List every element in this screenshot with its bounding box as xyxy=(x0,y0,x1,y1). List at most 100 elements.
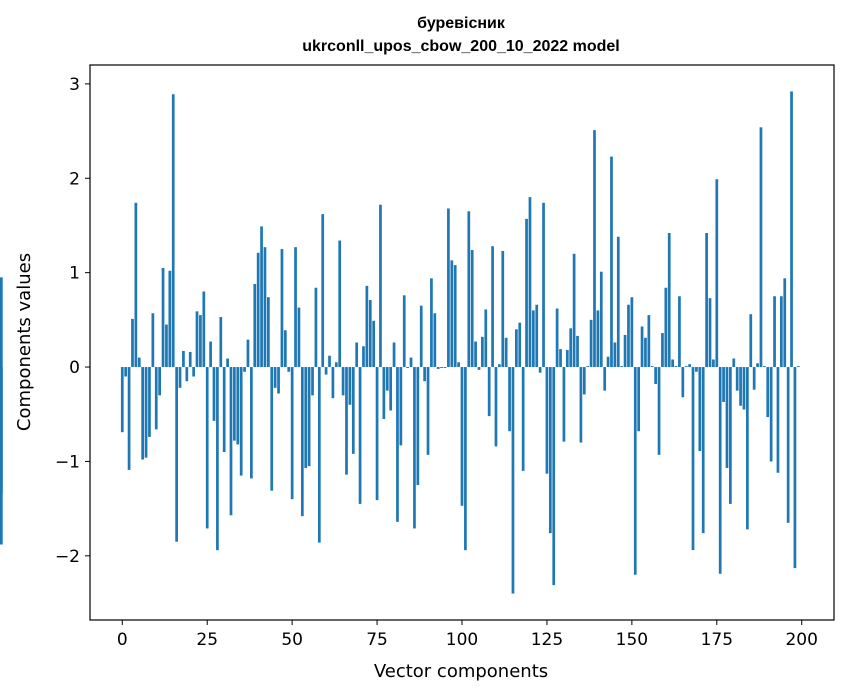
bar xyxy=(324,367,328,375)
bar xyxy=(423,367,426,382)
bar xyxy=(379,204,382,368)
chart-title: буревісник xyxy=(417,15,506,32)
bar xyxy=(498,364,501,368)
bar xyxy=(521,367,525,471)
bar xyxy=(766,367,770,418)
bar xyxy=(263,247,267,368)
bar xyxy=(715,179,719,368)
bar xyxy=(610,156,613,368)
bar xyxy=(175,367,178,542)
bar xyxy=(552,367,556,586)
bar xyxy=(419,305,423,368)
bar xyxy=(671,359,674,368)
bar xyxy=(538,367,542,373)
bar xyxy=(722,367,725,402)
bar xyxy=(569,328,573,368)
bar xyxy=(739,367,742,406)
bar xyxy=(555,308,559,368)
bar xyxy=(678,296,681,368)
bar xyxy=(348,367,352,405)
bar xyxy=(406,367,409,368)
bar xyxy=(453,265,457,368)
bar xyxy=(158,367,161,396)
bar xyxy=(0,277,3,368)
x-tick-label: 0 xyxy=(117,630,128,650)
bar xyxy=(708,298,712,368)
bar xyxy=(212,367,216,421)
x-axis-label: Vector components xyxy=(374,661,548,682)
bar xyxy=(409,357,413,368)
bar xyxy=(402,295,406,368)
bar xyxy=(474,341,477,368)
bar xyxy=(504,337,508,368)
bar xyxy=(209,341,212,368)
bar xyxy=(589,319,593,368)
bar xyxy=(185,367,189,382)
bar xyxy=(633,367,637,575)
bar xyxy=(334,362,338,368)
bar xyxy=(304,367,308,469)
bar xyxy=(620,366,624,368)
bar xyxy=(144,367,148,458)
bar xyxy=(328,355,331,368)
x-axis: 0 25 50 75 100 125 150 175 200 xyxy=(117,620,818,650)
bar xyxy=(542,202,545,368)
bar xyxy=(178,367,182,388)
bar xyxy=(548,367,552,534)
bar xyxy=(779,296,783,368)
bar xyxy=(593,130,596,368)
bar xyxy=(375,367,379,501)
y-tick-label: 1 xyxy=(69,264,80,284)
x-tick-label: 200 xyxy=(785,630,817,650)
y-tick-label: −2 xyxy=(55,547,80,567)
bar xyxy=(712,359,715,368)
bar xyxy=(233,367,236,441)
bar xyxy=(294,247,297,368)
bar xyxy=(165,324,168,368)
bar xyxy=(188,351,192,368)
y-axis-label: Components values xyxy=(14,253,35,431)
bar xyxy=(793,367,797,569)
bar xyxy=(535,304,539,368)
bar xyxy=(399,367,403,446)
bar xyxy=(661,333,664,368)
bar xyxy=(484,309,488,368)
x-tick-label: 150 xyxy=(616,630,648,650)
bar xyxy=(501,250,505,368)
bar xyxy=(491,246,494,368)
bar xyxy=(267,297,270,368)
bar xyxy=(637,367,641,432)
bar xyxy=(253,283,257,368)
bar xyxy=(426,367,430,455)
bar xyxy=(572,253,576,368)
bar xyxy=(433,313,437,368)
bar xyxy=(443,367,447,368)
bar xyxy=(290,367,294,500)
bar xyxy=(531,310,535,368)
bar xyxy=(701,367,705,534)
bar xyxy=(562,367,566,442)
bar xyxy=(311,367,314,396)
bar xyxy=(752,367,756,390)
bar xyxy=(317,367,321,543)
bar xyxy=(457,362,460,368)
bar xyxy=(735,367,739,391)
x-tick-label: 25 xyxy=(196,630,218,650)
bar xyxy=(749,314,753,368)
bar xyxy=(226,358,229,368)
bar xyxy=(314,287,318,368)
bar xyxy=(368,300,372,368)
bar xyxy=(576,335,579,368)
bar xyxy=(681,367,685,398)
bar xyxy=(698,367,702,452)
bar xyxy=(759,127,763,368)
bar xyxy=(392,342,396,368)
bar xyxy=(430,278,433,368)
bar xyxy=(599,271,603,368)
bar xyxy=(205,367,209,529)
bar xyxy=(518,322,522,368)
bar xyxy=(705,233,708,368)
bar xyxy=(351,367,355,454)
